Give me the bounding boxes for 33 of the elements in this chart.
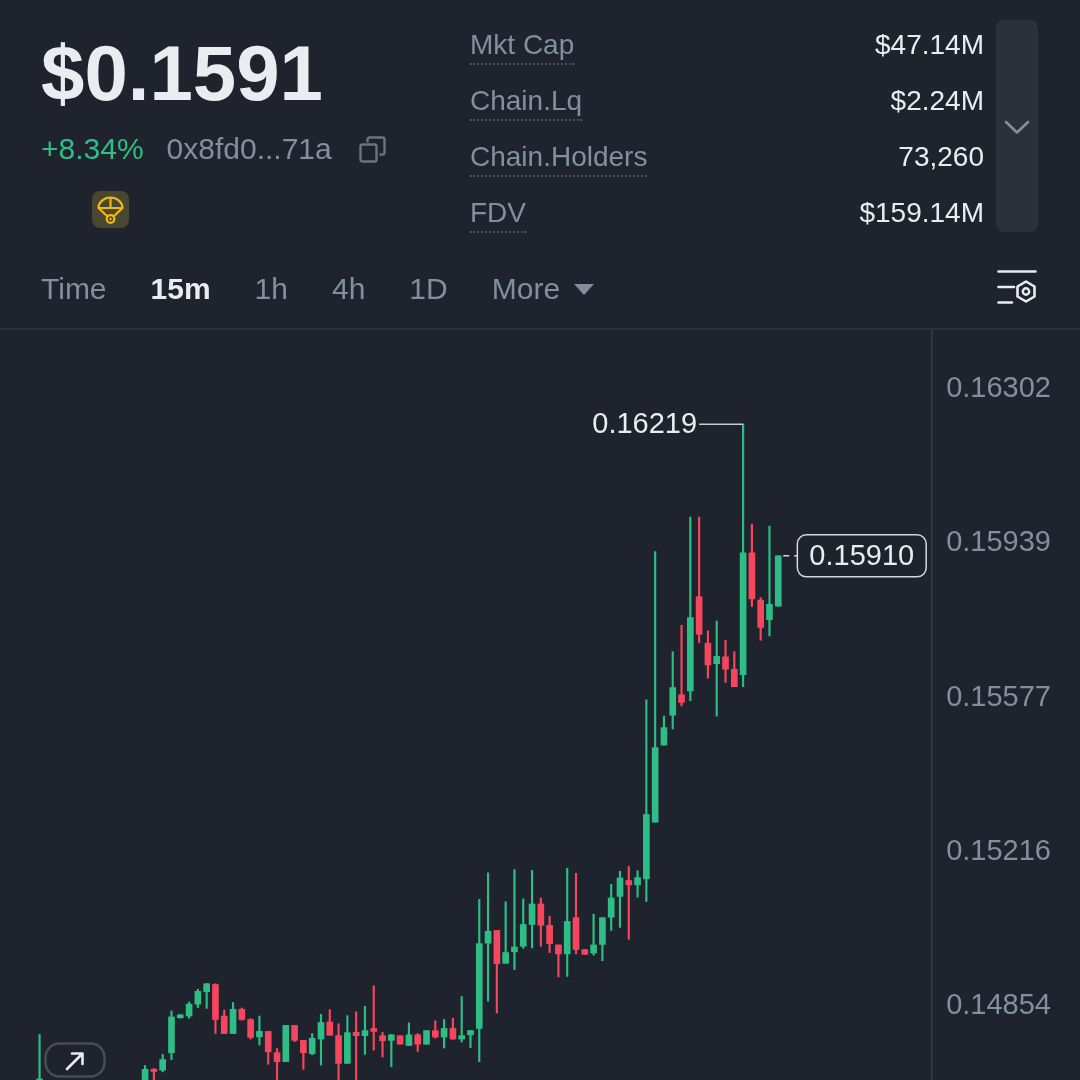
text: Mkt Cap	[470, 29, 575, 65]
candlestick	[722, 639, 729, 683]
y-tick-label: 0.15216	[946, 833, 1051, 866]
text: FDV	[470, 197, 526, 233]
text: 0x8fd0...71a	[166, 132, 332, 165]
text: 4h	[331, 272, 366, 305]
text: 15m	[150, 272, 211, 305]
candlestick	[467, 1030, 474, 1048]
text: $47.14M	[875, 29, 984, 60]
candlestick	[678, 624, 685, 707]
candlestick	[511, 869, 518, 970]
text: More	[491, 272, 561, 305]
candlestick	[555, 944, 562, 978]
text: 73,260	[898, 141, 984, 172]
ref-line-label: 0.15910	[809, 538, 915, 571]
text: +8.34%	[41, 132, 144, 165]
text: $2.24M	[890, 85, 984, 116]
candlestick	[634, 870, 641, 898]
y-tick-label: 0.16302	[946, 370, 1051, 403]
text: Chain.Lq	[470, 85, 583, 121]
text: Chain.Holders	[470, 141, 648, 177]
candlestick	[766, 525, 773, 637]
candlestick	[379, 1031, 386, 1058]
candlestick	[256, 1015, 263, 1046]
chart-title: $0.1591	[41, 29, 323, 117]
y-tick-label: 0.15939	[946, 525, 1051, 558]
text: 1D	[409, 272, 448, 305]
y-tick-label: 0.15577	[946, 679, 1051, 712]
text: Time	[41, 272, 107, 305]
annotation: 0.16219	[592, 407, 698, 440]
text: 1h	[254, 272, 288, 305]
text: $159.14M	[859, 197, 984, 228]
y-tick-label: 0.14854	[946, 987, 1051, 1020]
